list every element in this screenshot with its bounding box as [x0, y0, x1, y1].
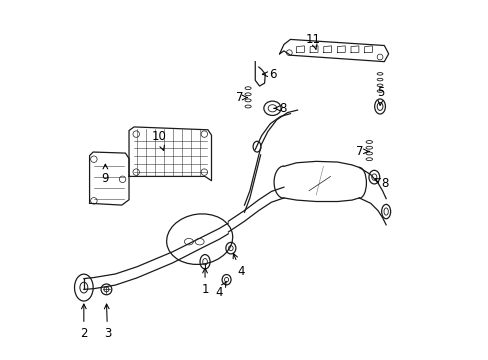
- Text: 5: 5: [376, 86, 384, 105]
- Text: 2: 2: [80, 304, 87, 340]
- Text: 9: 9: [102, 164, 109, 185]
- Text: 8: 8: [375, 177, 388, 190]
- Text: 4: 4: [215, 281, 226, 300]
- Text: 11: 11: [305, 33, 320, 49]
- Text: 7: 7: [236, 91, 246, 104]
- Text: 6: 6: [262, 68, 276, 81]
- Text: 1: 1: [201, 268, 208, 296]
- Text: 4: 4: [233, 253, 244, 278]
- Text: 3: 3: [103, 304, 111, 340]
- Text: 8: 8: [273, 102, 286, 115]
- Text: 7: 7: [355, 145, 368, 158]
- Text: 10: 10: [151, 130, 166, 150]
